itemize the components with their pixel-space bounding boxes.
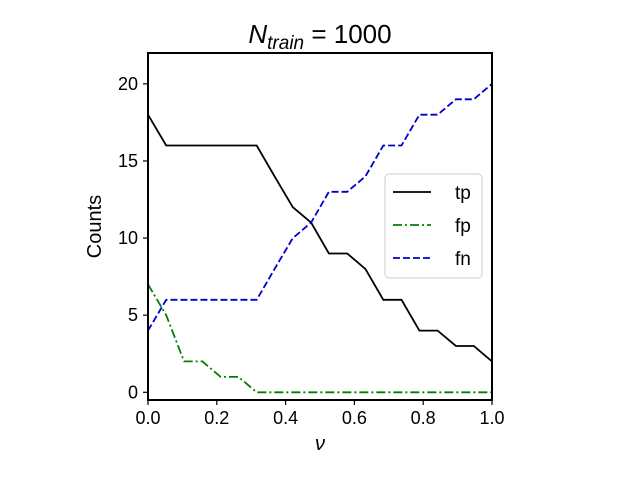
x-tick-label: 0.8 [411,408,436,428]
series-line-tp [147,114,493,363]
legend-label-fp: fp [455,216,471,237]
legend-label-fn: fn [455,249,471,270]
x-tick-label: 1.0 [479,408,504,428]
y-tick-label: 10 [118,228,138,248]
x-tick-label: 0.6 [342,408,367,428]
series-line-fp [147,283,492,394]
legend-box [384,173,483,279]
plot-frame [147,52,493,401]
x-tick-label: 0.4 [273,408,298,428]
legend: tp fp fn [384,173,483,279]
series-line-fn [147,83,493,332]
series-layer [147,83,493,394]
chart-title-subscript: train [267,33,304,54]
y-tick-label: 20 [118,74,138,94]
y-axis-label: Counts [84,195,106,258]
y-tick-label: 0 [128,382,138,402]
chart-title-main: N [248,19,267,49]
chart-title-rest: = 1000 [304,19,391,49]
y-tick-label: 5 [128,305,138,325]
x-axis-label: ν [315,433,325,455]
legend-label-tp: tp [455,183,471,204]
x-tick-label: 0.2 [204,408,229,428]
chart-title: Ntrain = 1000 [248,19,391,54]
ticks-layer: 0.0 0.2 0.4 0.6 0.8 1.0 0 5 10 15 20 [118,74,505,428]
y-tick-label: 15 [118,151,138,171]
x-tick-label: 0.0 [135,408,160,428]
